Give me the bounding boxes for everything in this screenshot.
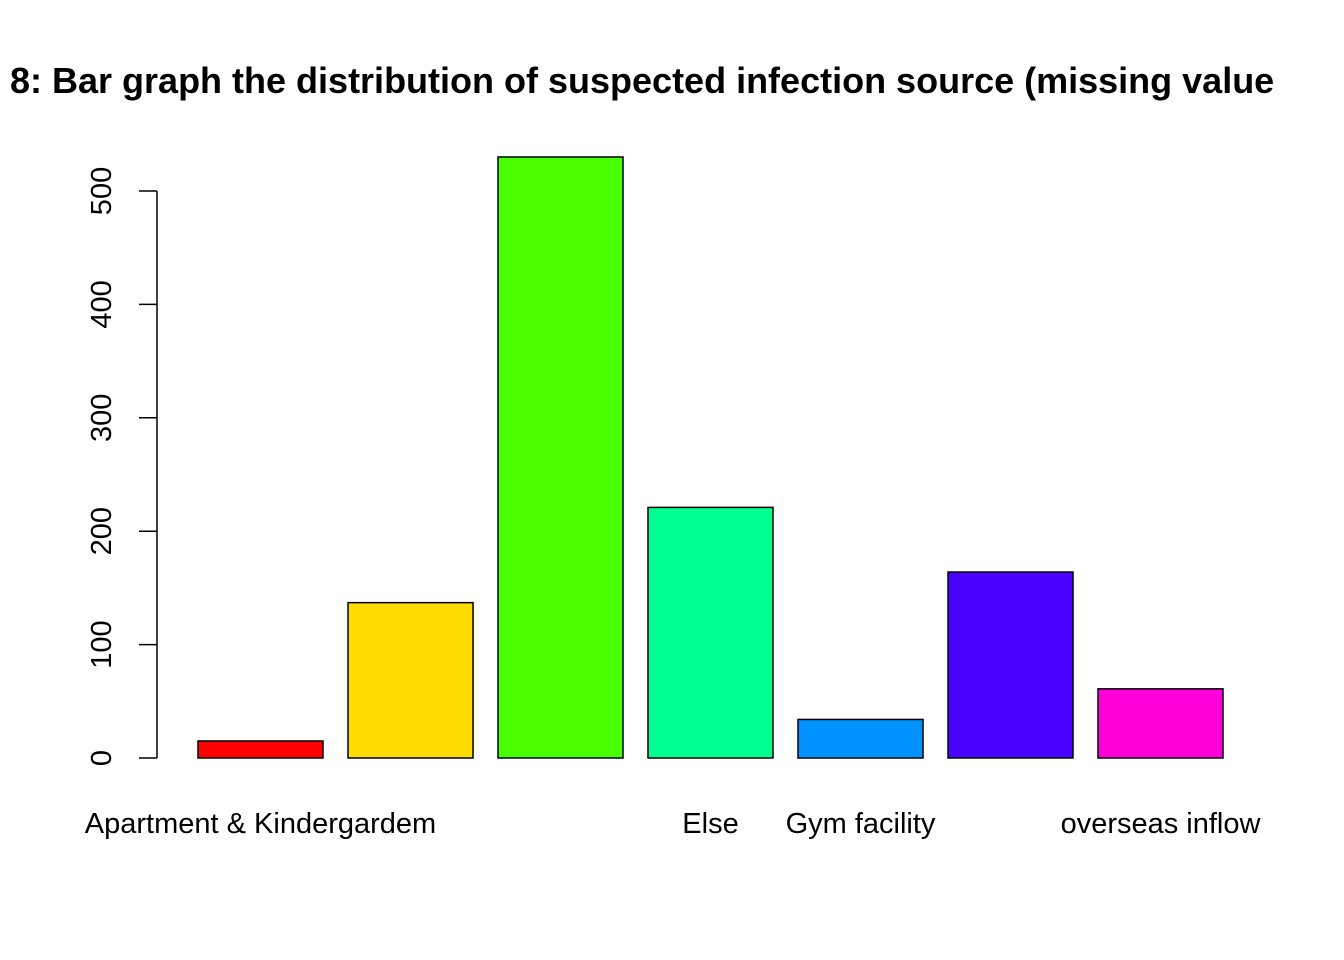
y-tick-label: 200: [86, 507, 118, 555]
y-tick-label: 300: [86, 394, 118, 442]
y-tick-label: 500: [86, 167, 118, 215]
bar: [947, 571, 1074, 759]
bar: [197, 740, 324, 759]
x-category-label: Else: [682, 808, 738, 840]
bar: [797, 718, 924, 759]
bars-group: [197, 156, 1224, 759]
x-category-label: Gym facility: [786, 808, 936, 840]
bar: [497, 156, 624, 759]
x-category-label: overseas inflow: [1061, 808, 1262, 840]
y-tick-label: 400: [86, 280, 118, 328]
chart-title: 8: Bar graph the distribution of suspect…: [10, 60, 1274, 101]
y-tick-label: 100: [86, 620, 118, 668]
y-tick-label: 0: [86, 750, 118, 766]
bar: [347, 601, 474, 759]
bar: [1097, 688, 1224, 759]
x-axis-labels: Apartment & Kindergardem Else Gym facility…: [85, 808, 1262, 840]
x-category-label: Apartment & Kindergardem: [85, 808, 436, 840]
bar: [647, 506, 774, 759]
y-axis: 0 100 200 300 400 500: [86, 167, 158, 766]
